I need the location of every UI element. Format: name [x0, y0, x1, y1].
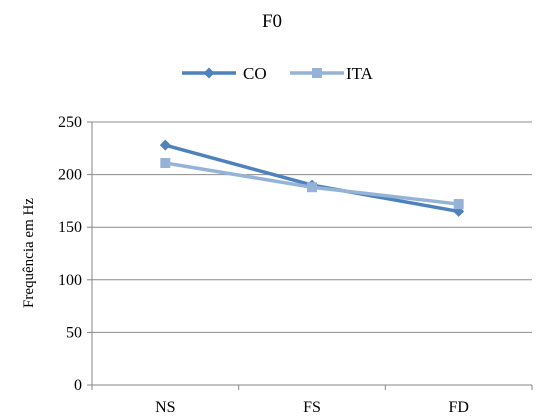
- y-tick-label: 0: [74, 377, 82, 394]
- data-point: [453, 199, 464, 210]
- legend-label: CO: [243, 64, 267, 83]
- legend: CO ITA: [182, 64, 374, 83]
- y-tick-label: 250: [58, 114, 82, 131]
- series-co: [159, 139, 465, 217]
- series-layer: [159, 139, 465, 217]
- legend-item-co: CO: [182, 64, 267, 83]
- legend-marker: [203, 67, 215, 79]
- legend-label: ITA: [346, 64, 374, 83]
- y-tick-label: 100: [58, 272, 82, 289]
- y-axis-ticks: 0 50 100 150 200 250: [58, 114, 82, 394]
- series-ita: [160, 158, 464, 210]
- chart-title: F0: [262, 11, 282, 32]
- y-axis-label: Frequência em Hz: [21, 198, 37, 308]
- legend-marker: [312, 68, 322, 78]
- y-tick-label: 150: [58, 219, 82, 236]
- y-tick-label: 50: [66, 324, 82, 341]
- x-tick-label: NS: [155, 399, 175, 416]
- data-point: [159, 139, 171, 151]
- gridlines: [87, 121, 533, 390]
- data-point: [160, 158, 171, 169]
- x-axis-ticks: NS FS FD: [155, 399, 469, 416]
- x-tick-label: FD: [448, 399, 468, 416]
- data-point: [307, 182, 317, 193]
- y-tick-label: 200: [58, 167, 82, 184]
- x-tick-label: FS: [303, 399, 321, 416]
- legend-item-ita: ITA: [290, 64, 374, 83]
- series-line: [163, 143, 461, 214]
